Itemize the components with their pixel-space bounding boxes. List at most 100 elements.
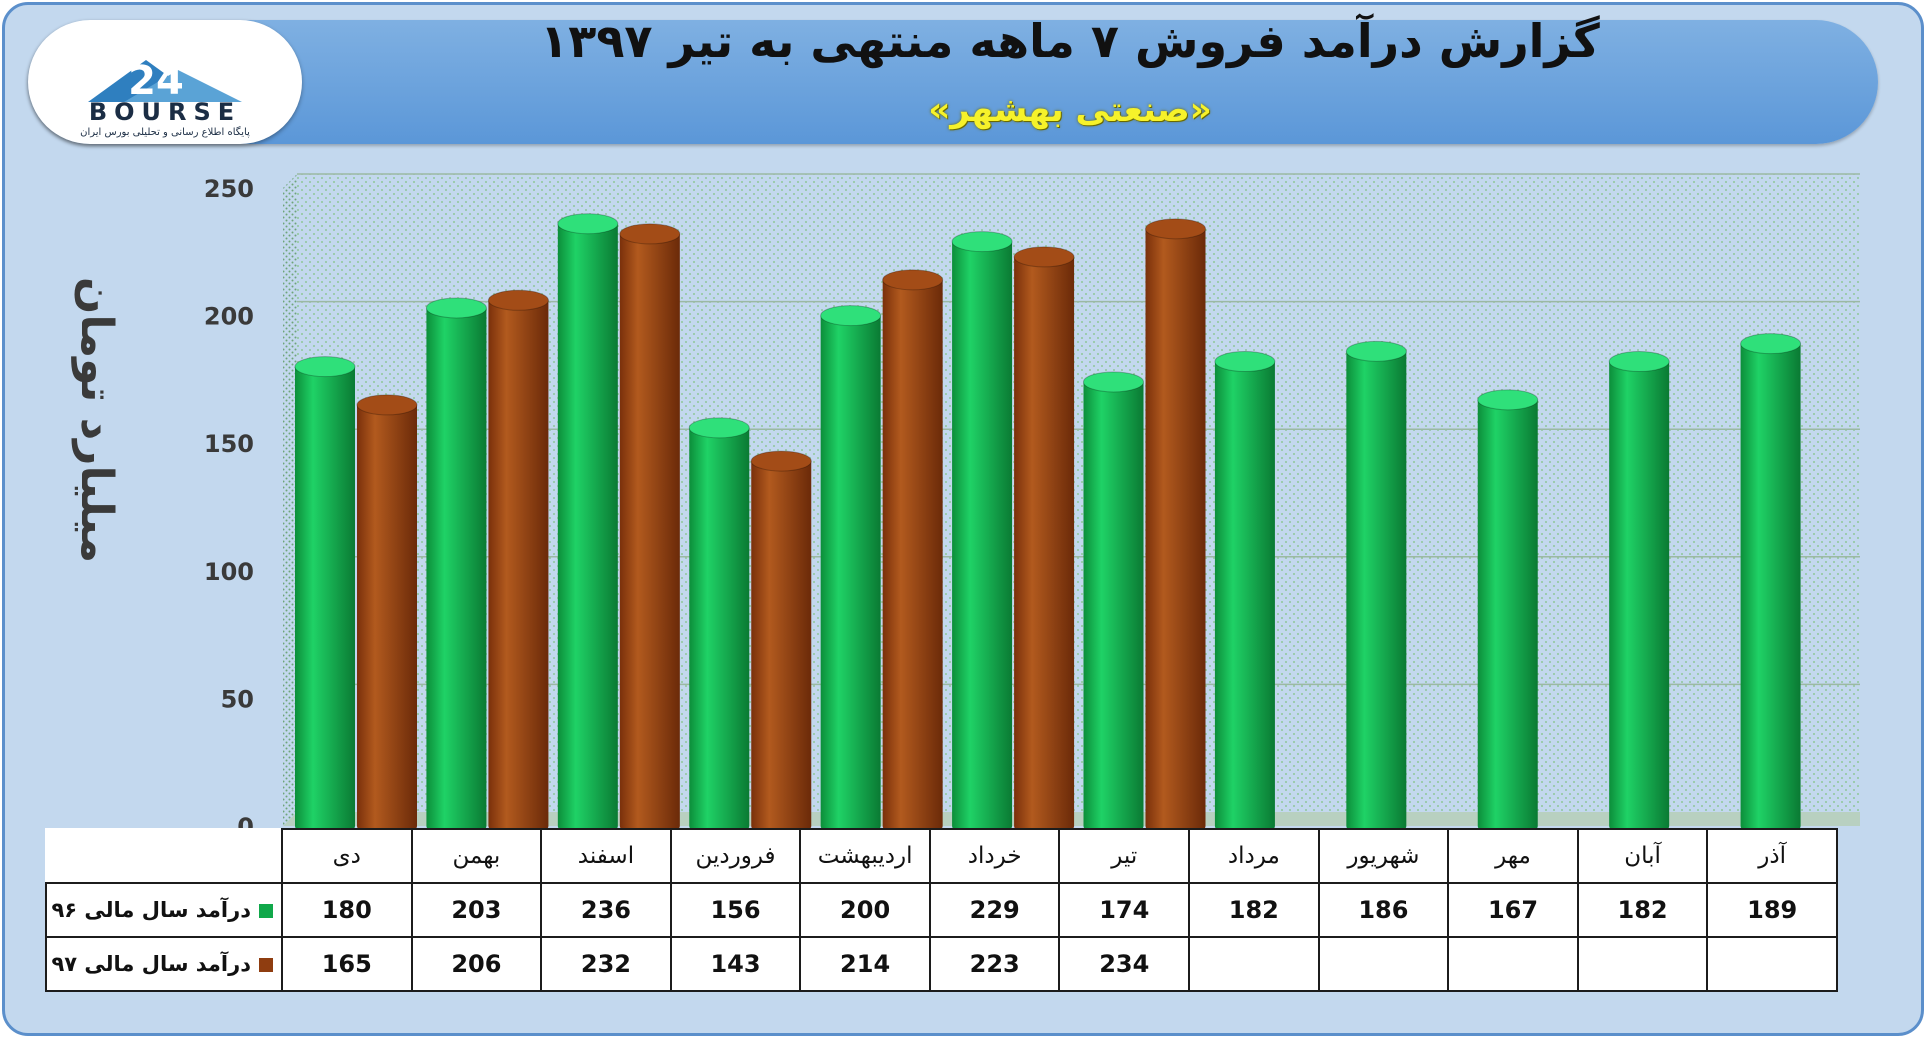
y-tick-label: 0 bbox=[237, 813, 254, 830]
bar-top-series-97 bbox=[619, 223, 681, 245]
x-tick-label: دی bbox=[281, 828, 413, 884]
x-tick-label: آبان bbox=[1576, 828, 1709, 884]
bar-top-series-97 bbox=[750, 450, 812, 472]
bar-top-series-96 bbox=[1083, 371, 1144, 393]
series-96-name: درآمد سال مالی ۹۶ bbox=[51, 898, 251, 922]
y-tick-label: 50 bbox=[221, 685, 254, 713]
bar-series-97 bbox=[357, 404, 417, 830]
bar-top-series-97 bbox=[1145, 218, 1206, 240]
chart-subtitle: «صنعتی بهشهر» bbox=[928, 90, 1212, 130]
plot-area bbox=[283, 174, 1860, 826]
x-tick-label: فروردین bbox=[669, 828, 802, 884]
plot-side-wall bbox=[283, 174, 297, 826]
logo: 24 BOURSE پایگاه اطلاع رسانی و تحلیلی بو… bbox=[28, 20, 302, 144]
table-cell: 182 bbox=[1188, 882, 1320, 938]
x-tick-label: اردیبهشت bbox=[799, 828, 931, 884]
bar-series-96 bbox=[1740, 343, 1801, 830]
x-tick-label: تیر bbox=[1058, 828, 1191, 884]
bar-series-96 bbox=[1346, 351, 1407, 830]
chart-title: گزارش درآمد فروش ۷ ماهه منتهی به تیر ۱۳۹… bbox=[540, 14, 1600, 68]
series-96-label: درآمد سال مالی ۹۶ bbox=[45, 882, 283, 938]
series-97-name: درآمد سال مالی ۹۷ bbox=[51, 952, 251, 976]
series-97-row: درآمد سال مالی ۹۷ 165 206 232 143 214 223 234 bbox=[45, 936, 1838, 992]
table-cell: 143 bbox=[669, 936, 802, 992]
bar-top-series-97 bbox=[1013, 246, 1075, 268]
y-tick-label: 200 bbox=[204, 303, 254, 331]
table-cell: 232 bbox=[540, 936, 672, 992]
table-cell bbox=[1576, 936, 1709, 992]
logo-tagline: پایگاه اطلاع رسانی و تحلیلی بورس ایران bbox=[80, 126, 250, 138]
bar-series-96 bbox=[295, 366, 355, 830]
bar-top-series-96 bbox=[294, 356, 356, 378]
bar-chart: 0 50 100 150 200 250 bbox=[204, 173, 1860, 830]
table-cell: 189 bbox=[1706, 882, 1838, 938]
table-cell bbox=[1188, 936, 1320, 992]
bar-top-series-96 bbox=[1740, 333, 1802, 355]
bar-series-96 bbox=[1477, 399, 1538, 830]
x-tick-label: خرداد bbox=[928, 828, 1061, 884]
title-banner bbox=[28, 20, 1878, 144]
bar-series-96 bbox=[689, 427, 750, 830]
bars bbox=[294, 213, 1802, 830]
table-cell: 200 bbox=[799, 882, 931, 938]
bar-series-96 bbox=[1083, 381, 1144, 830]
table-cell: 167 bbox=[1447, 882, 1579, 938]
table-cell: 182 bbox=[1576, 882, 1709, 938]
table-cell bbox=[1317, 936, 1450, 992]
y-tick-label: 100 bbox=[204, 558, 254, 586]
series-97-label: درآمد سال مالی ۹۷ bbox=[45, 936, 283, 992]
table-cell: 203 bbox=[410, 882, 543, 938]
logo-icon: 24 BOURSE پایگاه اطلاع رسانی و تحلیلی بو… bbox=[80, 58, 250, 138]
x-tick-label: شهریور bbox=[1317, 828, 1450, 884]
y-tick-label: 250 bbox=[204, 175, 254, 203]
bar-series-96 bbox=[426, 307, 487, 830]
bar-series-97 bbox=[751, 461, 812, 830]
bar-series-96 bbox=[557, 223, 618, 830]
bar-top-series-96 bbox=[425, 297, 487, 319]
month-row: دی بهمن اسفند فروردین اردیبهشت خرداد تیر مرداد ش… bbox=[46, 828, 1838, 884]
table-cell: 156 bbox=[669, 882, 802, 938]
bar-top-series-96 bbox=[1345, 340, 1407, 362]
bar-top-series-96 bbox=[820, 305, 882, 327]
bar-top-series-97 bbox=[487, 289, 549, 311]
bar-top-series-96 bbox=[557, 213, 619, 235]
bar-series-96 bbox=[952, 241, 1013, 830]
bar-series-96 bbox=[1214, 361, 1275, 830]
table-cell: 174 bbox=[1058, 882, 1191, 938]
logo-text: BOURSE bbox=[89, 98, 241, 126]
bar-series-96 bbox=[1609, 361, 1670, 830]
y-axis: 0 50 100 150 200 250 bbox=[204, 175, 254, 830]
x-tick-label: مرداد bbox=[1188, 828, 1320, 884]
bar-top-series-97 bbox=[882, 269, 944, 291]
bar-top-series-96 bbox=[1214, 351, 1276, 373]
table-cell: 165 bbox=[281, 936, 413, 992]
x-tick-label: مهر bbox=[1447, 828, 1579, 884]
series-96-key bbox=[259, 904, 273, 918]
x-tick-label: بهمن bbox=[410, 828, 543, 884]
bar-top-series-96 bbox=[1477, 389, 1539, 411]
bar-top-series-96 bbox=[1608, 351, 1670, 373]
table-cell: 236 bbox=[540, 882, 672, 938]
table-cell bbox=[1706, 936, 1838, 992]
x-tick-label: آذر bbox=[1706, 828, 1838, 884]
table-cell bbox=[1447, 936, 1579, 992]
bar-series-97 bbox=[1014, 256, 1075, 830]
bar-series-97 bbox=[619, 233, 680, 830]
table-cell: 234 bbox=[1058, 936, 1191, 992]
bar-top-series-96 bbox=[688, 417, 750, 439]
y-tick-label: 150 bbox=[204, 430, 254, 458]
plot-background bbox=[297, 174, 1860, 826]
bar-series-97 bbox=[1145, 228, 1206, 830]
series-96-row: درآمد سال مالی ۹۶ 180 203 236 156 200 229 174 1… bbox=[45, 882, 1838, 938]
table-corner bbox=[46, 829, 282, 883]
bar-top-series-97 bbox=[356, 394, 418, 416]
table-cell: 214 bbox=[799, 936, 931, 992]
table-cell: 186 bbox=[1317, 882, 1450, 938]
table-cell: 229 bbox=[928, 882, 1061, 938]
logo-mark: 24 bbox=[128, 58, 184, 104]
gridlines bbox=[297, 173, 1860, 686]
bar-series-97 bbox=[882, 279, 943, 830]
bar-series-96 bbox=[820, 315, 881, 830]
bar-series-97 bbox=[488, 300, 549, 830]
series-97-key bbox=[259, 958, 273, 972]
